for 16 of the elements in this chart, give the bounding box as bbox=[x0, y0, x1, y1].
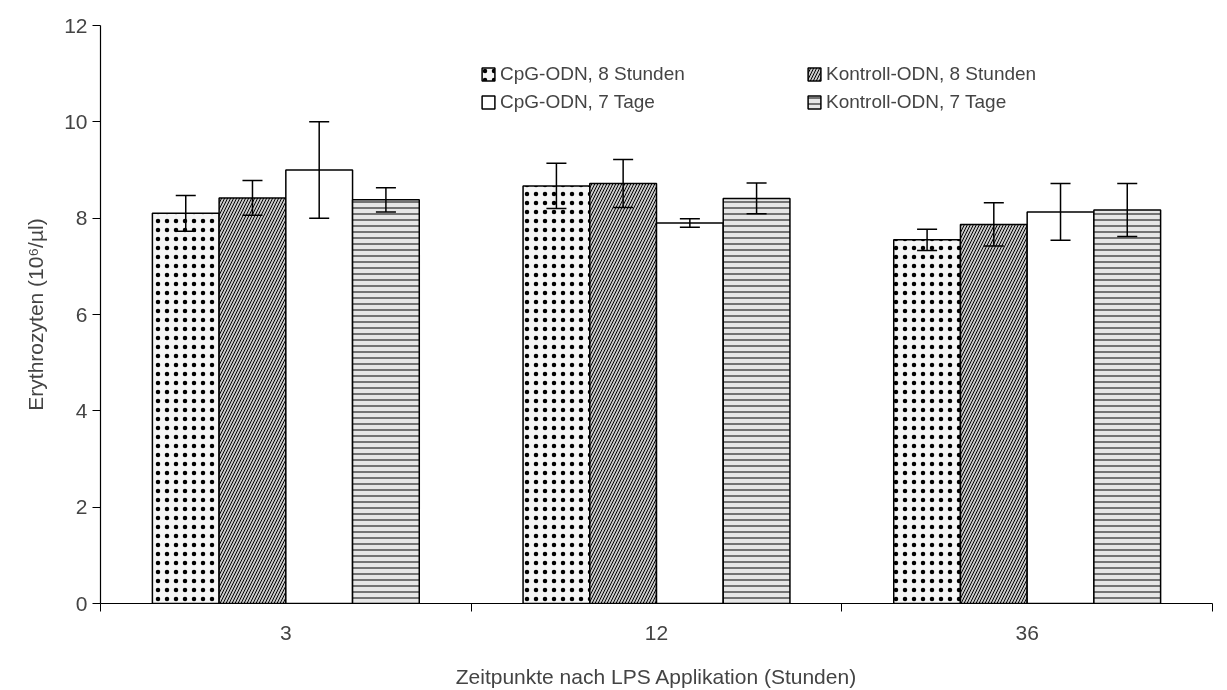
y-tick-label: 10 bbox=[64, 109, 88, 133]
y-tick-label: 2 bbox=[75, 495, 88, 519]
y-tick-label: 6 bbox=[75, 302, 88, 326]
legend-label: CpG-ODN, 7 Tage bbox=[500, 91, 656, 113]
legend-label: Kontroll-ODN, 7 Tage bbox=[826, 91, 1008, 113]
x-axis-title: Zeitpunkte nach LPS Applikation (Stunden) bbox=[455, 664, 857, 688]
x-tick-label: 36 bbox=[1015, 620, 1039, 644]
y-tick-label: 8 bbox=[75, 206, 88, 230]
y-tick-label: 0 bbox=[75, 591, 88, 615]
x-tick-label: 12 bbox=[644, 620, 669, 644]
legend-label: Kontroll-ODN, 8 Stunden bbox=[826, 63, 1038, 85]
legend-label: CpG-ODN, 8 Stunden bbox=[500, 63, 686, 85]
y-axis-title: Erythrozyten (10⁶/µl) bbox=[24, 218, 48, 411]
y-tick-label: 12 bbox=[64, 13, 88, 37]
x-tick-label: 3 bbox=[279, 620, 292, 644]
y-tick-label: 4 bbox=[75, 398, 88, 422]
